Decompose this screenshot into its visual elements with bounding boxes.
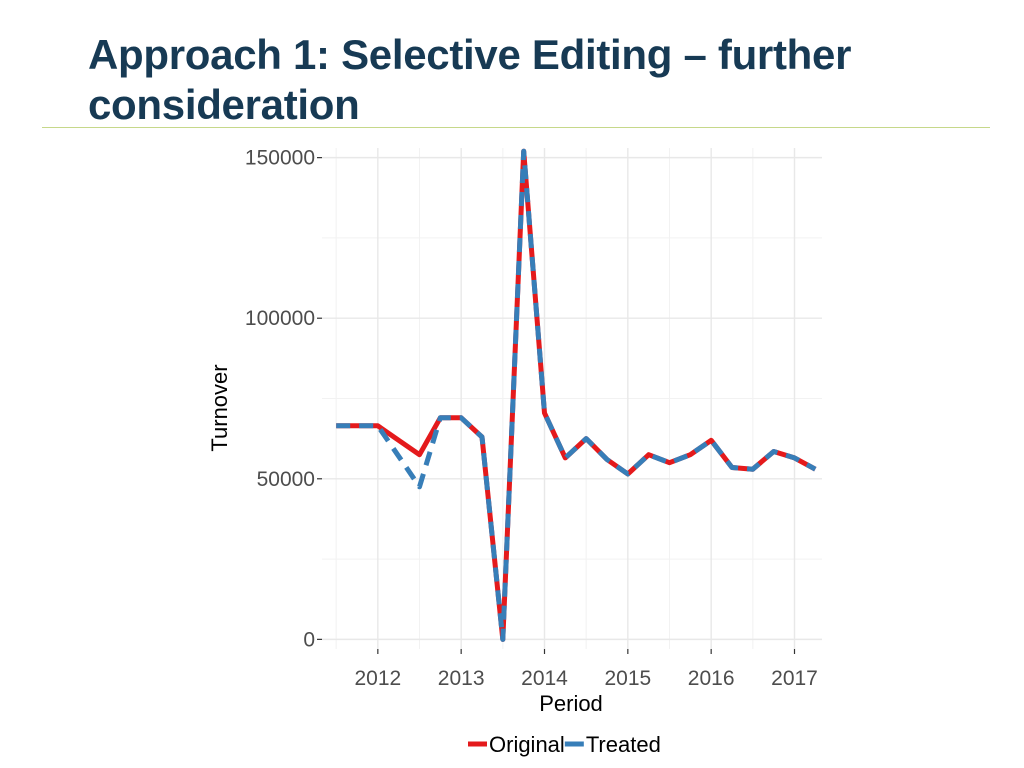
x-axis-title: Period xyxy=(539,691,603,716)
grid xyxy=(322,148,822,649)
y-tick-label: 150000 xyxy=(245,147,315,170)
slide-title: Approach 1: Selective Editing – further … xyxy=(88,31,852,128)
y-tick-label: 50000 xyxy=(257,468,315,491)
series-lines xyxy=(336,148,817,642)
x-tick-label: 2016 xyxy=(688,667,735,690)
legend: Original Treated xyxy=(468,732,661,757)
legend-label-treated: Treated xyxy=(586,732,661,757)
series-line-treated xyxy=(336,148,817,642)
x-tick-label: 2013 xyxy=(438,667,485,690)
x-tick-label: 2015 xyxy=(604,667,651,690)
axis-ticks: 2012 2013 2014 2015 2016 2017 0 50000 100000 1500… xyxy=(245,147,818,690)
title-divider xyxy=(42,127,990,128)
y-tick-label: 100000 xyxy=(245,307,315,330)
y-tick-label: 0 xyxy=(303,628,315,651)
x-tick-label: 2014 xyxy=(521,667,568,690)
x-tick-label: 2017 xyxy=(771,667,818,690)
y-axis-title: Turnover xyxy=(207,364,232,451)
legend-label-original: Original xyxy=(489,732,565,757)
series-line-original xyxy=(336,148,817,642)
x-tick-label: 2012 xyxy=(354,667,401,690)
